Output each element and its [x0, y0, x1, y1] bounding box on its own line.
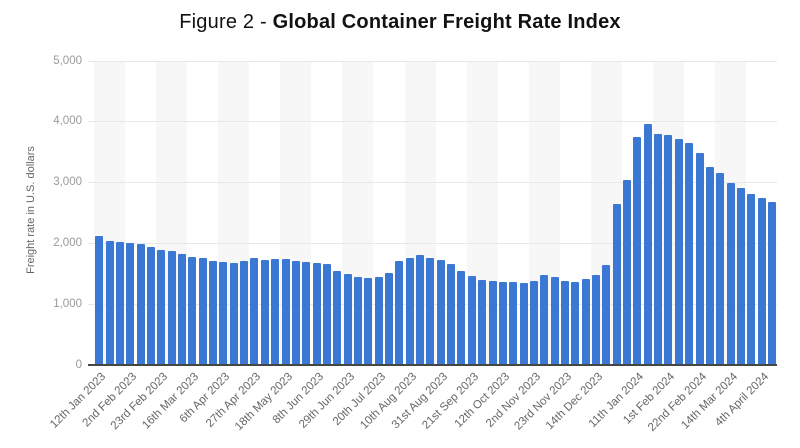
- bar[interactable]: [643, 124, 652, 365]
- bar[interactable]: [695, 153, 704, 365]
- y-tick-label: 2,000: [53, 237, 82, 250]
- bar[interactable]: [405, 258, 414, 365]
- bar[interactable]: [353, 276, 362, 365]
- bar[interactable]: [312, 263, 321, 365]
- y-tick-label: 3,000: [53, 176, 82, 189]
- bar[interactable]: [705, 166, 714, 365]
- bar[interactable]: [115, 241, 124, 365]
- bar[interactable]: [426, 258, 435, 365]
- bar[interactable]: [105, 240, 114, 365]
- bar[interactable]: [529, 281, 538, 365]
- bar[interactable]: [291, 261, 300, 365]
- bar[interactable]: [498, 281, 507, 365]
- y-tick-label: 5,000: [53, 54, 82, 67]
- bar[interactable]: [157, 249, 166, 365]
- bar[interactable]: [633, 136, 642, 365]
- bar[interactable]: [385, 272, 393, 365]
- bar[interactable]: [716, 172, 725, 365]
- bar[interactable]: [623, 179, 632, 365]
- chart-title: Figure 2 - Global Container Freight Rate…: [0, 8, 800, 36]
- bar[interactable]: [550, 276, 559, 365]
- bar[interactable]: [478, 280, 487, 365]
- bar[interactable]: [188, 256, 197, 365]
- bar[interactable]: [395, 260, 404, 365]
- bar[interactable]: [136, 244, 145, 365]
- bar[interactable]: [250, 258, 259, 365]
- bar[interactable]: [198, 257, 207, 365]
- y-gridline: [88, 243, 777, 245]
- bar[interactable]: [95, 235, 104, 365]
- bar[interactable]: [581, 279, 590, 365]
- bar[interactable]: [126, 243, 135, 365]
- bar[interactable]: [374, 276, 383, 365]
- bar[interactable]: [416, 255, 425, 365]
- y-gridline: [88, 60, 777, 62]
- bar[interactable]: [654, 133, 663, 365]
- bar[interactable]: [685, 143, 694, 365]
- bar[interactable]: [167, 250, 176, 365]
- bar[interactable]: [571, 282, 580, 365]
- bar[interactable]: [343, 274, 352, 365]
- bar[interactable]: [209, 260, 218, 365]
- bar[interactable]: [271, 259, 280, 365]
- bar[interactable]: [457, 270, 466, 365]
- bar[interactable]: [229, 262, 238, 365]
- bar[interactable]: [736, 188, 745, 365]
- bar[interactable]: [281, 259, 290, 365]
- bar[interactable]: [146, 246, 155, 365]
- y-gridline: [88, 121, 777, 123]
- y-tick-label: 1,000: [53, 298, 82, 311]
- bar[interactable]: [219, 262, 228, 365]
- bar[interactable]: [260, 260, 269, 365]
- y-tick-label: 0: [75, 359, 82, 371]
- chart-title-prefix: Figure 2 -: [179, 11, 273, 33]
- bar[interactable]: [767, 201, 776, 365]
- bar[interactable]: [757, 197, 766, 365]
- bar[interactable]: [509, 281, 518, 365]
- bar[interactable]: [488, 280, 497, 365]
- bar[interactable]: [467, 276, 476, 365]
- bar[interactable]: [178, 253, 186, 365]
- bar[interactable]: [447, 264, 456, 365]
- chart-title-main: Global Container Freight Rate Index: [272, 11, 621, 33]
- bar[interactable]: [726, 182, 735, 365]
- bar[interactable]: [436, 260, 445, 365]
- bar[interactable]: [612, 203, 621, 365]
- bar[interactable]: [560, 281, 569, 365]
- x-axis-line: [88, 364, 777, 366]
- bar[interactable]: [364, 277, 373, 365]
- y-axis-title: Freight rate in U.S. dollars: [25, 146, 37, 274]
- bar[interactable]: [602, 265, 611, 365]
- bar[interactable]: [519, 283, 528, 365]
- y-tick-label: 4,000: [53, 115, 82, 128]
- y-gridline: [88, 182, 777, 184]
- bar[interactable]: [302, 262, 311, 365]
- bar[interactable]: [322, 264, 331, 365]
- bar[interactable]: [664, 135, 673, 365]
- bar[interactable]: [674, 139, 683, 365]
- bar[interactable]: [333, 270, 342, 365]
- bar[interactable]: [747, 194, 756, 365]
- bar[interactable]: [240, 261, 249, 365]
- bar[interactable]: [540, 274, 549, 365]
- bar[interactable]: [592, 275, 600, 365]
